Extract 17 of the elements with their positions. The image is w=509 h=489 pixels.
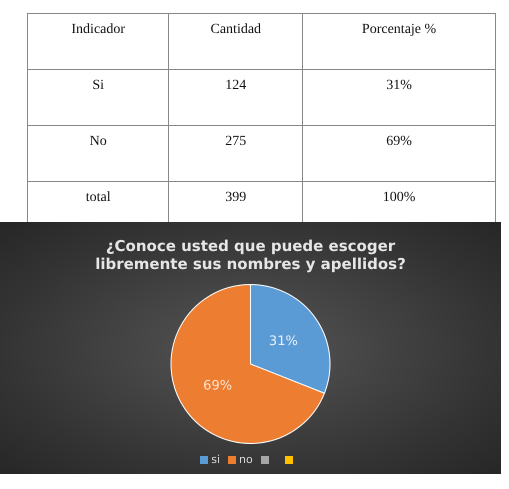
text: 69% <box>302 126 496 182</box>
legend-label: si <box>211 453 220 466</box>
text: Cantidad <box>168 14 303 70</box>
text: total <box>28 182 169 238</box>
text: 31% <box>302 70 496 126</box>
text: 124 <box>168 70 303 126</box>
chart-title: ¿Conoce usted que puede escoger libremente sus nombres y apellidos? <box>95 236 406 273</box>
legend-label: no <box>239 453 253 466</box>
data-label: 69% <box>203 378 232 394</box>
text: 100% <box>302 182 496 238</box>
data-label: 31% <box>268 334 298 350</box>
text: 275 <box>168 126 303 182</box>
text: Si <box>28 70 169 126</box>
text: Porcentaje % <box>302 14 496 70</box>
text: 399 <box>168 182 303 238</box>
text: No <box>28 126 169 182</box>
text: Indicador <box>28 14 169 70</box>
